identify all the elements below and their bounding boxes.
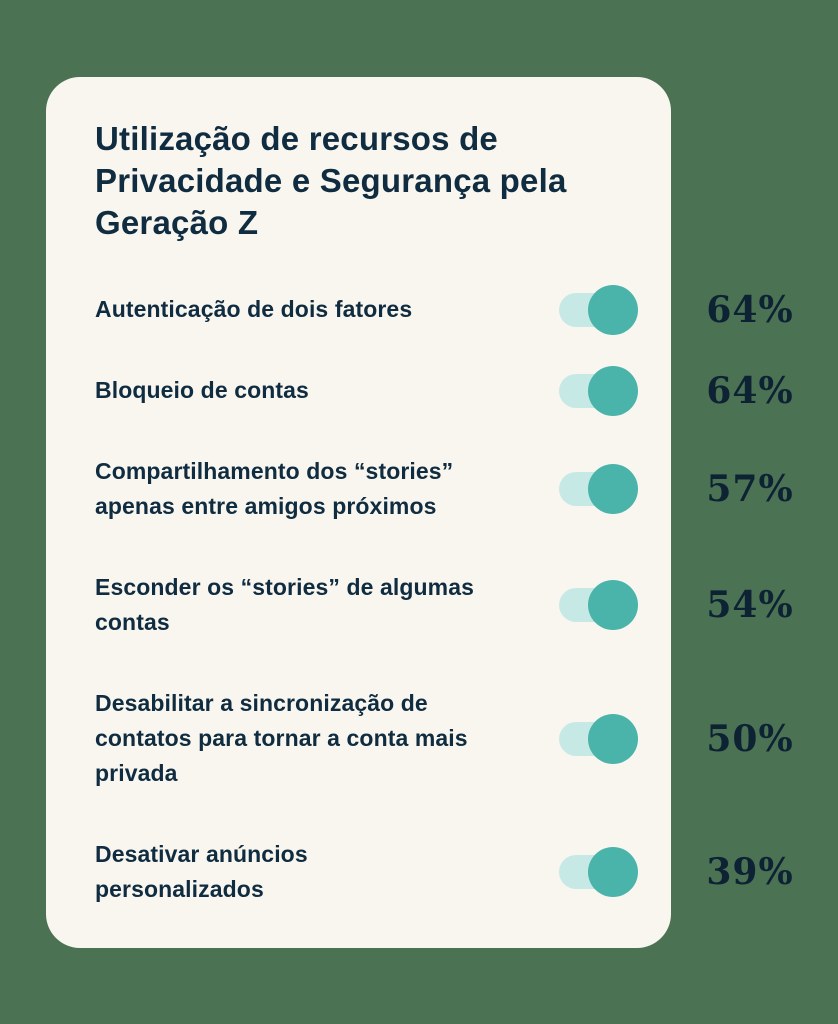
feature-label-line: apenas entre amigos próximos <box>95 493 437 519</box>
card-background <box>46 77 671 948</box>
feature-label-line: Desativar anúncios <box>95 841 308 867</box>
percentage-value: 39% <box>706 851 794 893</box>
toggle-knob <box>588 847 638 897</box>
percentage-value: 64% <box>706 288 794 331</box>
feature-label: Bloqueio de contas <box>95 373 820 408</box>
percentage-value: 54% <box>706 584 794 626</box>
feature-label-line: Esconder os “stories” de algumas <box>95 574 474 600</box>
feature-row: Autenticação de dois fatores 64% <box>95 284 820 335</box>
feature-row: Desabilitar a sincronização de contatos … <box>95 686 820 791</box>
feature-row: Esconder os “stories” de algumas contas … <box>95 570 820 640</box>
toggle-switch[interactable] <box>559 713 639 764</box>
feature-label: Compartilhamento dos “stories” apenas en… <box>95 454 820 524</box>
feature-row: Desativar anúncios personalizados 39% <box>95 837 820 907</box>
toggle-switch[interactable] <box>559 284 639 335</box>
feature-label-line: Compartilhamento dos “stories” <box>95 458 454 484</box>
toggle-switch[interactable] <box>559 365 639 416</box>
feature-label: Desativar anúncios personalizados <box>95 837 820 907</box>
feature-label-line: contatos para tornar a conta mais <box>95 725 468 751</box>
feature-label: Esconder os “stories” de algumas contas <box>95 570 820 640</box>
percentage-value: 57% <box>706 468 794 510</box>
toggle-switch[interactable] <box>559 580 639 630</box>
feature-label-line: Autenticação de dois fatores <box>95 296 413 322</box>
toggle-switch[interactable] <box>559 464 639 514</box>
chart-title-line: Geração Z <box>95 204 259 241</box>
toggle-knob <box>588 365 638 416</box>
toggle-knob <box>588 464 638 514</box>
chart-title-line: Privacidade e Segurança pela <box>95 162 567 199</box>
toggle-switch[interactable] <box>559 847 639 897</box>
chart-title-line: Utilização de recursos de <box>95 120 498 157</box>
content: Utilização de recursos de Privacidade e … <box>95 118 820 953</box>
toggle-knob <box>588 713 638 764</box>
feature-label: Desabilitar a sincronização de contatos … <box>95 686 820 791</box>
feature-label-line: Desabilitar a sincronização de <box>95 690 428 716</box>
percentage-value: 64% <box>706 369 794 412</box>
feature-label-line: privada <box>95 760 178 786</box>
chart-title: Utilização de recursos de Privacidade e … <box>95 118 820 244</box>
feature-label-line: personalizados <box>95 876 264 902</box>
percentage-value: 50% <box>706 717 794 760</box>
toggle-knob <box>588 580 638 630</box>
toggle-knob <box>588 284 638 335</box>
feature-label-line: contas <box>95 609 170 635</box>
feature-row: Compartilhamento dos “stories” apenas en… <box>95 454 820 524</box>
feature-row: Bloqueio de contas 64% <box>95 365 820 416</box>
feature-label-line: Bloqueio de contas <box>95 377 309 403</box>
feature-label: Autenticação de dois fatores <box>95 292 820 327</box>
